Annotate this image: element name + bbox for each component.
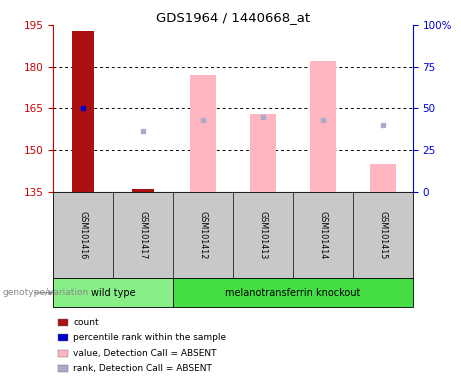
Bar [370,164,396,192]
Text: genotype/variation: genotype/variation [2,288,89,297]
Bar [71,31,95,192]
Text: value, Detection Call = ABSENT: value, Detection Call = ABSENT [73,349,217,358]
Text: GSM101413: GSM101413 [258,211,267,259]
Title: GDS1964 / 1440668_at: GDS1964 / 1440668_at [156,11,310,24]
Text: GSM101412: GSM101412 [198,211,207,259]
Bar [310,61,336,192]
Text: count: count [73,318,99,327]
Bar [190,75,216,192]
Text: GSM101416: GSM101416 [78,211,88,259]
Text: GSM101414: GSM101414 [318,211,327,259]
Text: wild type: wild type [91,288,135,298]
Bar [250,114,276,192]
Bar [173,278,413,307]
Bar [131,189,154,192]
Text: GSM101417: GSM101417 [138,211,148,259]
Text: melanotransferrin knockout: melanotransferrin knockout [225,288,361,298]
Bar [53,278,173,307]
Text: rank, Detection Call = ABSENT: rank, Detection Call = ABSENT [73,364,212,373]
Text: percentile rank within the sample: percentile rank within the sample [73,333,226,343]
Text: GSM101415: GSM101415 [378,211,387,259]
